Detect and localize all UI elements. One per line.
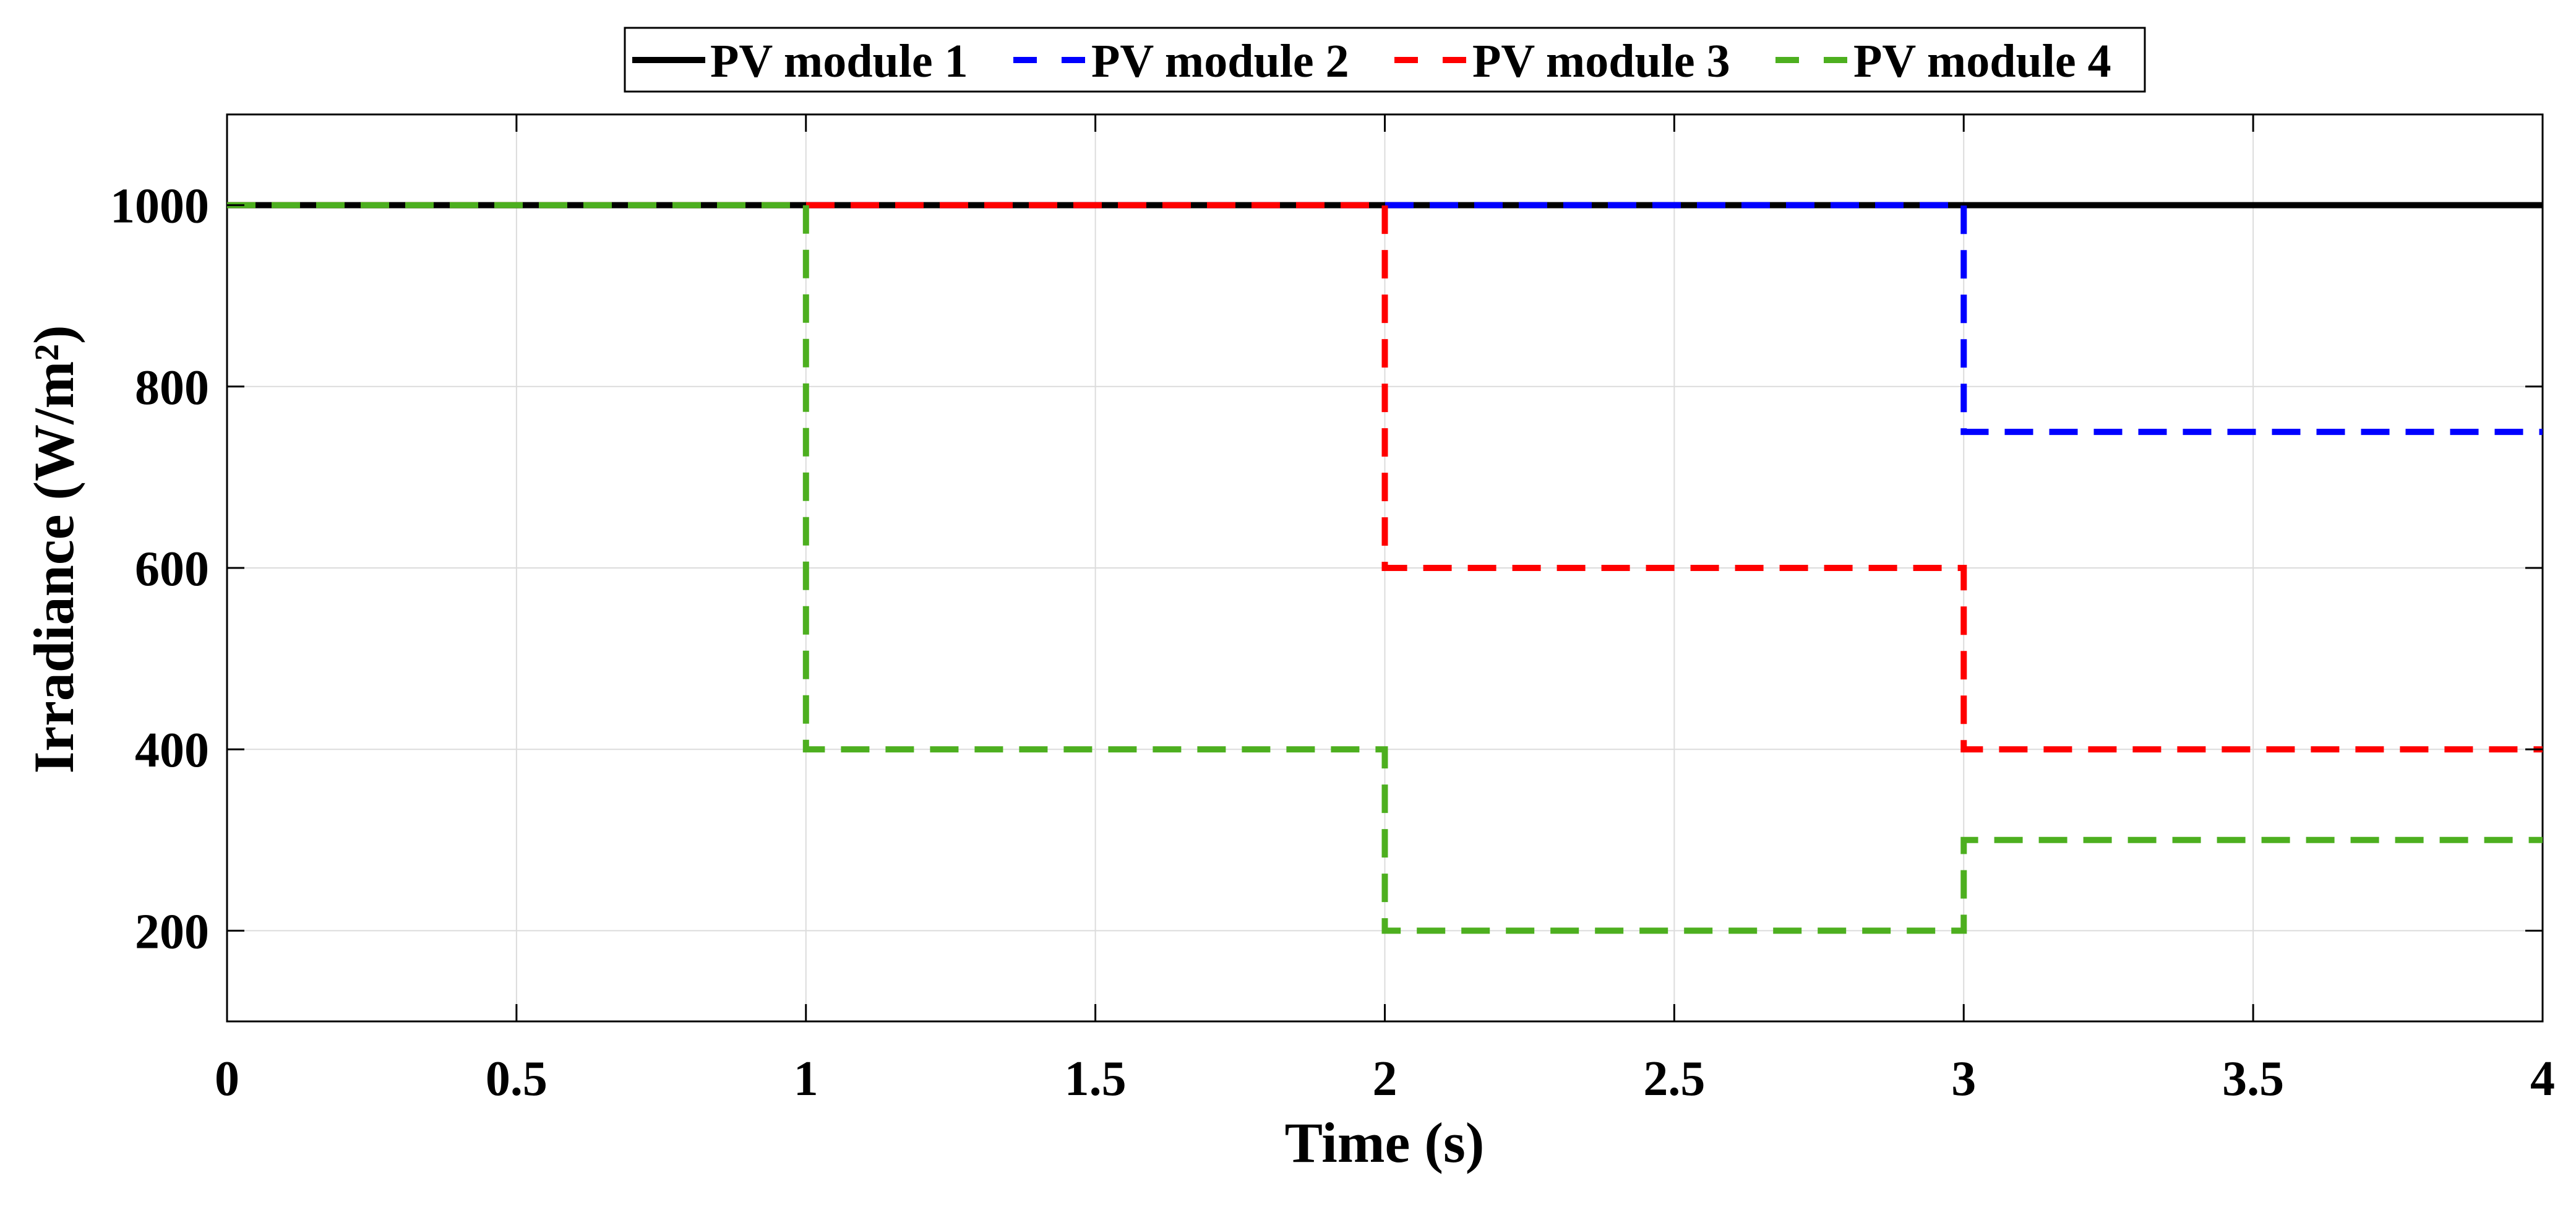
y-tick-label: 400: [135, 723, 209, 778]
legend-label-pv-module-3: PV module 3: [1472, 35, 1730, 87]
x-tick-label: 0.5: [486, 1052, 547, 1106]
x-tick-label: 1: [794, 1052, 818, 1106]
x-tick-label: 1.5: [1065, 1052, 1127, 1106]
x-tick-label: 0: [215, 1052, 239, 1106]
x-tick-label: 2: [1373, 1052, 1397, 1106]
legend-label-pv-module-4: PV module 4: [1853, 35, 2111, 87]
x-tick-label: 4: [2530, 1052, 2555, 1106]
legend-label-pv-module-2: PV module 2: [1091, 35, 1349, 87]
series-line-pv-module-3: [227, 202, 2543, 753]
series-line-pv-module-4: [227, 202, 2543, 934]
x-tick-label: 3: [1951, 1052, 1976, 1106]
x-axis-label: Time (s): [1285, 1111, 1485, 1174]
legend-box: [624, 27, 2146, 93]
y-tick-label: 1000: [110, 179, 209, 234]
legend-label-pv-module-1: PV module 1: [710, 35, 968, 87]
legend: PV module 1 PV module 2 PV module 3 PV modu…: [624, 27, 2146, 93]
x-tick-label: 3.5: [2222, 1052, 2284, 1106]
y-tick-label: 800: [135, 361, 209, 415]
x-tick-label: 2.5: [1643, 1052, 1705, 1106]
y-tick-label: 200: [135, 904, 209, 959]
series-layer: [227, 202, 2543, 934]
legend-items: PV module 1 PV module 2 PV module 3 PV modu…: [632, 35, 2111, 87]
y-tick-label: 600: [135, 542, 209, 596]
tick-layer: 0 0.5 1 1.5 2 2.5 3 3.5 4 200 400 600 800 1000: [110, 114, 2555, 1106]
y-axis-label: Irradiance (W/m²): [22, 325, 85, 773]
